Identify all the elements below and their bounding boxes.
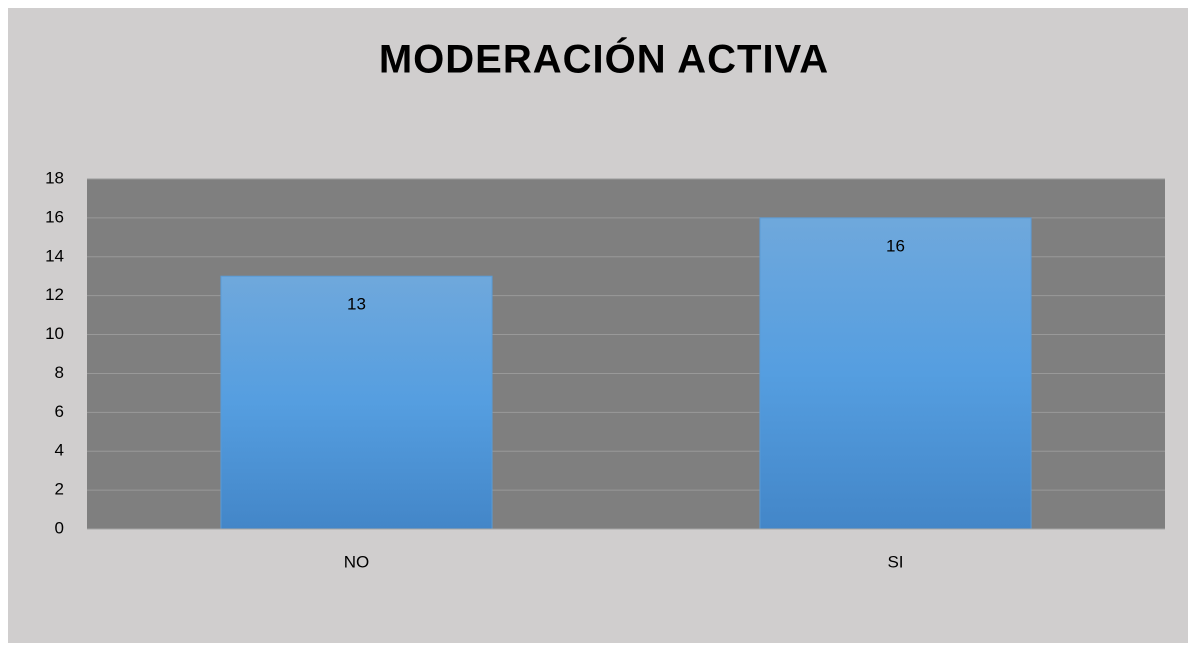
- y-tick-label: 16: [45, 207, 64, 226]
- y-tick-label: 10: [45, 324, 64, 343]
- y-tick-label: 2: [55, 480, 64, 499]
- y-tick-label: 4: [55, 441, 64, 460]
- x-tick-label: NO: [344, 552, 370, 571]
- y-tick-label: 14: [45, 246, 64, 265]
- y-tick-label: 12: [45, 285, 64, 304]
- y-tick-label: 8: [55, 363, 64, 382]
- bar: [759, 217, 1032, 530]
- y-tick-label: 0: [55, 518, 64, 537]
- bar: [220, 275, 493, 530]
- y-tick-label: 18: [45, 168, 64, 187]
- data-label: 16: [886, 236, 905, 255]
- chart-title: MODERACIÓN ACTIVA: [379, 36, 829, 82]
- x-tick-label: SI: [887, 552, 903, 571]
- y-tick-label: 6: [55, 402, 64, 421]
- data-label: 13: [347, 295, 366, 314]
